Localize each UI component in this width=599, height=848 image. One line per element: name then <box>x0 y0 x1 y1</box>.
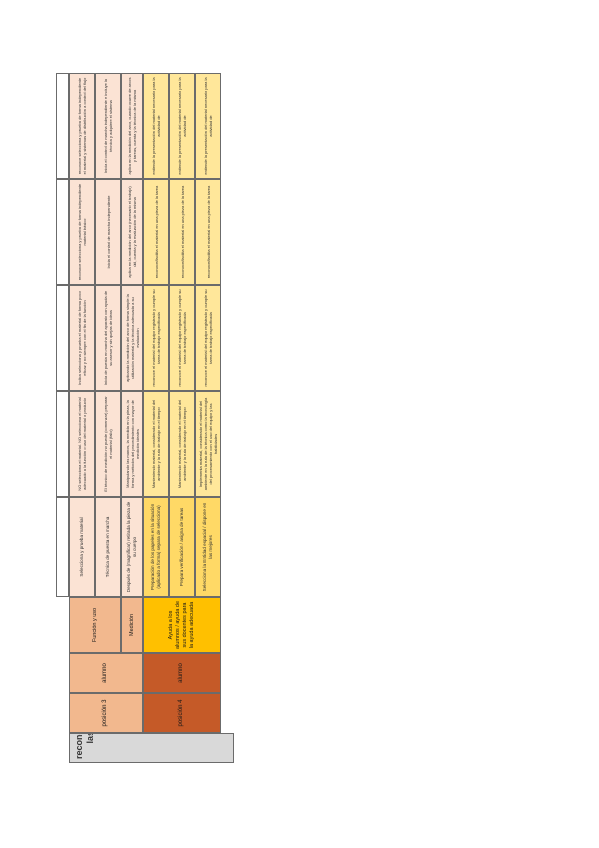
header-cell <box>56 73 69 179</box>
descriptor-text: entiende la presentación del material ne… <box>151 77 161 175</box>
descriptor-text: NO selecciona el material. NO selecciona… <box>77 397 87 491</box>
posicion-bottom-label: posición 4 <box>178 699 185 727</box>
header-cell <box>56 285 69 391</box>
corner-label-cell: reconocer las <box>69 733 234 763</box>
descriptor-text: Implementa material, considerado el mate… <box>198 397 218 491</box>
descriptor-text: Manipulando las manos, la medida en la p… <box>124 400 140 488</box>
group-cell-medicion: Medición <box>121 597 143 653</box>
criterion-text: Preparación de los papeles en la situaci… <box>150 503 161 591</box>
group-label: Ayuda a los alumnos / ayuda de sus docen… <box>168 600 195 649</box>
descriptor-cell: Manteniendo material, considerado el mat… <box>169 391 195 497</box>
descriptor-cell: aplica en la medición del arco, cuando o… <box>121 73 143 179</box>
group-cell-ayuda: Ayuda a los alumnos / ayuda de sus docen… <box>143 597 221 653</box>
posicion-bottom-cell: posición 4 <box>143 693 221 733</box>
criterion-text: Prepara verificación / asigna de tareas <box>179 507 185 587</box>
criterion-text: Selecciona y prueba material <box>79 517 85 577</box>
criterion-text: Después de (magnificar) retirada la piez… <box>126 501 137 593</box>
descriptor-cell: Inicia de puesta en marcha del aparato c… <box>95 285 121 391</box>
alumno-bottom-cell: alumno <box>143 653 221 693</box>
descriptor-cell: reconoce el material del equipo registra… <box>169 285 195 391</box>
descriptor-text: Inicia el control de marcha independient… <box>105 195 111 269</box>
descriptor-cell: reconoce/facilita el material en una pie… <box>195 179 221 285</box>
descriptor-text: Inicia el control de marcha independient… <box>103 78 113 174</box>
descriptor-cell: Inicia el control de marcha independient… <box>95 179 121 285</box>
descriptor-cell: Indica selecciona y prueba el material d… <box>69 285 95 391</box>
header-cell <box>56 497 69 597</box>
descriptor-cell: reconoce/facilita el material en una pie… <box>143 179 169 285</box>
group-cell-funcion: Función y uso <box>69 597 121 653</box>
criterion-cell: Después de (magnificar) retirada la piez… <box>121 497 143 597</box>
descriptor-text: Manteniendo material, considerado el mat… <box>151 399 161 489</box>
criterion-cell: Prepara verificación / asigna de tareas <box>169 497 195 597</box>
descriptor-text: Indica selecciona y prueba el material d… <box>77 291 87 385</box>
descriptor-cell: Inicia el control de marcha independient… <box>95 73 121 179</box>
criterion-text: Selecciona la Entidad espacial / dispone… <box>202 502 213 592</box>
descriptor-text: reconoce selecciona y prueba de forma in… <box>77 77 87 175</box>
header-cell <box>56 391 69 497</box>
descriptor-cell: entiende la presentación del material ne… <box>143 73 169 179</box>
posicion-top-label: posición 3 <box>102 699 109 727</box>
descriptor-text: reconoce el material del equipo registra… <box>151 289 161 387</box>
header-spacer <box>56 597 69 763</box>
descriptor-text: Manteniendo material, considerado el mat… <box>177 399 187 489</box>
corner-label: reconocer las <box>74 733 96 759</box>
rotated-rubric-table: reconocer las posición 3 posición 4 alum… <box>56 73 234 763</box>
posicion-top-cell: posición 3 <box>69 693 143 733</box>
criterion-cell: Técnica de puesta en marcha <box>95 497 121 597</box>
alumno-bottom-label: alumno <box>178 663 185 683</box>
descriptor-text: aplica en la medición del arco (necesari… <box>127 186 137 278</box>
descriptor-text: aplicando la medición del arco de forma … <box>124 294 140 382</box>
descriptor-cell: NO selecciona el material. NO selecciona… <box>69 391 95 497</box>
descriptor-text: aplica en la medición del arco, cuando o… <box>127 77 137 175</box>
descriptor-text: reconoce el material del equipo registra… <box>177 289 187 387</box>
descriptor-text: El técnico de medición no puede (comenza… <box>103 396 113 492</box>
criterion-cell: Selecciona la Entidad espacial / dispone… <box>195 497 221 597</box>
descriptor-text: entiende la presentación del material ne… <box>177 77 187 175</box>
descriptor-text: Inicia de puesta en marcha del aparato c… <box>103 290 113 386</box>
criterion-cell: Preparación de los papeles en la situaci… <box>143 497 169 597</box>
descriptor-text: reconoce el material del equipo registra… <box>203 289 213 387</box>
descriptor-cell: reconoce el material del equipo registra… <box>195 285 221 391</box>
descriptor-text: reconoce/facilita el material en una pie… <box>153 185 159 279</box>
descriptor-cell: Manteniendo material, considerado el mat… <box>143 391 169 497</box>
group-label: Función y uso <box>91 607 98 643</box>
descriptor-text: reconoce selecciona y prueba de forma in… <box>77 183 87 281</box>
descriptor-cell: Implementa material, considerado el mate… <box>195 391 221 497</box>
descriptor-cell: El técnico de medición no puede (comenza… <box>95 391 121 497</box>
descriptor-cell: aplicando la medición del arco de forma … <box>121 285 143 391</box>
alumno-top-label: alumno <box>102 663 109 683</box>
descriptor-text: entiende la presentación del material ne… <box>203 77 213 175</box>
descriptor-cell: reconoce selecciona y prueba de forma in… <box>69 179 95 285</box>
descriptor-cell: reconoce el material del equipo registra… <box>143 285 169 391</box>
descriptor-text: reconoce/facilita el material en una pie… <box>179 185 185 279</box>
descriptor-cell: aplica en la medición del arco (necesari… <box>121 179 143 285</box>
descriptor-cell: entiende la presentación del material ne… <box>195 73 221 179</box>
descriptor-cell: entiende la presentación del material ne… <box>169 73 195 179</box>
descriptor-cell: Manipulando las manos, la medida en la p… <box>121 391 143 497</box>
alumno-top-cell: alumno <box>69 653 143 693</box>
header-cell <box>56 179 69 285</box>
descriptor-text: reconoce/facilita el material en una pie… <box>205 185 211 279</box>
criterion-cell: Selecciona y prueba material <box>69 497 95 597</box>
criterion-text: Técnica de puesta en marcha <box>105 516 111 578</box>
descriptor-cell: reconoce selecciona y prueba de forma in… <box>69 73 95 179</box>
group-label: Medición <box>128 614 135 637</box>
table-header-row <box>56 73 69 763</box>
descriptor-cell: reconoce/facilita el material en una pie… <box>169 179 195 285</box>
